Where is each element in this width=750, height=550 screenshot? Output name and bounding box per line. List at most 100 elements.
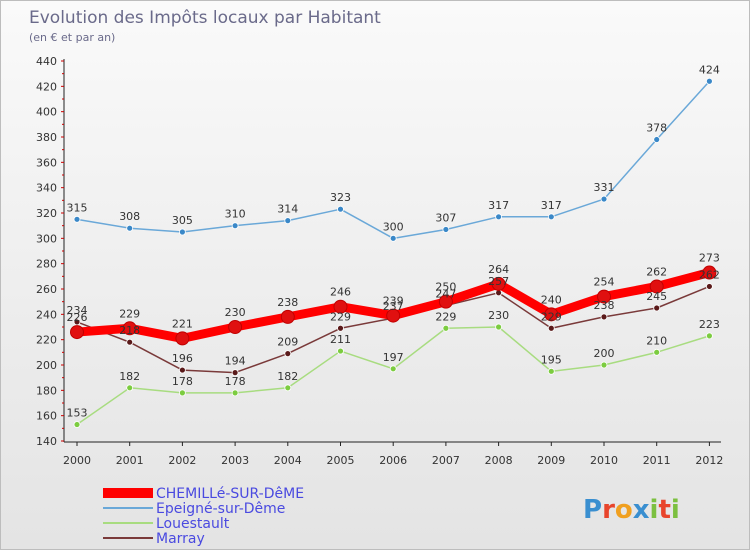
data-point — [438, 294, 453, 309]
data-point — [122, 321, 137, 336]
data-label: 195 — [541, 353, 562, 366]
data-point — [495, 213, 503, 221]
x-tick-label: 2002 — [168, 454, 196, 467]
logo-letter: i — [671, 495, 680, 525]
data-point — [600, 313, 608, 321]
logo-letter: t — [658, 495, 670, 525]
y-tick-label: 360 — [36, 156, 57, 169]
data-point — [126, 338, 134, 346]
x-tick-label: 2010 — [590, 454, 618, 467]
data-point — [73, 318, 81, 326]
data-label: 378 — [646, 122, 667, 135]
data-label: 182 — [277, 370, 298, 383]
y-tick-label: 140 — [36, 435, 57, 448]
y-tick-label: 220 — [36, 334, 57, 347]
x-tick-label: 2005 — [327, 454, 355, 467]
data-point — [280, 309, 295, 324]
data-point — [442, 324, 450, 332]
data-point — [491, 276, 506, 291]
data-point — [547, 213, 555, 221]
data-label: 229 — [330, 310, 351, 323]
series-labels: 226 229 221 230 238 246 239 250 264 240 254 262 273 3… — [67, 63, 720, 419]
data-label: 209 — [277, 336, 298, 349]
data-label: 308 — [119, 210, 140, 223]
data-label: 317 — [541, 199, 562, 212]
data-point — [126, 224, 134, 232]
data-label: 210 — [646, 334, 667, 347]
data-label: 226 — [67, 311, 88, 324]
data-label: 250 — [435, 281, 456, 294]
x-tick-label: 2008 — [485, 454, 513, 467]
data-point — [284, 217, 292, 225]
data-point — [178, 228, 186, 236]
data-label: 262 — [646, 265, 667, 278]
data-point — [706, 283, 713, 290]
data-label: 221 — [172, 317, 193, 330]
data-point — [597, 289, 611, 304]
logo-letter: i — [650, 495, 659, 525]
data-point — [126, 384, 134, 392]
data-label: 273 — [699, 252, 720, 265]
data-point — [600, 361, 608, 369]
data-point — [337, 347, 344, 355]
logo-letter: o — [615, 495, 633, 525]
logo: Proxiti — [583, 495, 680, 525]
data-label: 240 — [541, 293, 562, 306]
data-point — [495, 323, 503, 331]
x-tick-label: 2006 — [379, 454, 407, 467]
data-point — [442, 226, 450, 233]
data-label: 247 — [435, 287, 456, 300]
data-point — [337, 324, 344, 332]
data-point — [284, 350, 292, 358]
data-point — [178, 389, 186, 397]
x-tick-label: 2007 — [432, 454, 460, 467]
data-point — [544, 307, 559, 322]
data-label: 234 — [67, 304, 88, 317]
data-label: 153 — [67, 407, 88, 420]
y-tick-label: 380 — [36, 131, 57, 144]
chart-title: Evolution des Impôts locaux par Habitant — [29, 8, 381, 28]
data-label: 196 — [172, 352, 193, 365]
y-tick-label: 180 — [36, 384, 57, 397]
data-label: 238 — [277, 296, 298, 309]
data-label: 229 — [435, 310, 456, 323]
data-label: 230 — [225, 306, 246, 319]
data-label: 323 — [330, 191, 351, 204]
data-label: 194 — [225, 355, 246, 368]
y-tick-label: 160 — [36, 410, 57, 423]
data-point — [231, 222, 239, 230]
data-point — [175, 331, 190, 346]
data-label: 262 — [699, 268, 720, 281]
series-lines — [76, 80, 711, 426]
data-label: 331 — [594, 181, 615, 194]
data-label: 230 — [488, 309, 509, 322]
data-label: 178 — [225, 375, 246, 388]
data-label: 229 — [541, 310, 562, 323]
chart-subtitle: (en € et par an) — [29, 31, 115, 44]
logo-text: Proxiti — [583, 495, 680, 525]
data-point — [73, 421, 81, 428]
y-tick-label: 340 — [36, 182, 57, 195]
x-tick-label: 2004 — [274, 454, 302, 467]
y-tick-label: 280 — [36, 258, 57, 271]
legend-label-louestault: Louestault — [156, 516, 230, 532]
data-point — [702, 265, 717, 280]
data-label: 239 — [383, 295, 404, 308]
data-point — [653, 348, 661, 356]
y-tick-label: 440 — [36, 55, 57, 68]
data-label: 218 — [119, 324, 140, 337]
data-point — [653, 136, 661, 143]
y-tick-label: 260 — [36, 283, 57, 296]
y-tick-label: 200 — [36, 359, 57, 372]
data-point — [231, 369, 239, 377]
x-ticks: 2000 2001 2002 2003 2004 2005 2006 2007 2008 2009… — [63, 442, 723, 467]
data-point — [706, 332, 713, 340]
data-label: 264 — [488, 263, 509, 276]
data-label: 305 — [172, 214, 193, 227]
data-label: 238 — [594, 299, 615, 312]
data-point — [284, 384, 292, 392]
data-label: 246 — [330, 286, 351, 299]
data-label: 237 — [383, 300, 404, 313]
logo-letter: P — [583, 495, 602, 525]
data-label: 310 — [225, 208, 246, 221]
